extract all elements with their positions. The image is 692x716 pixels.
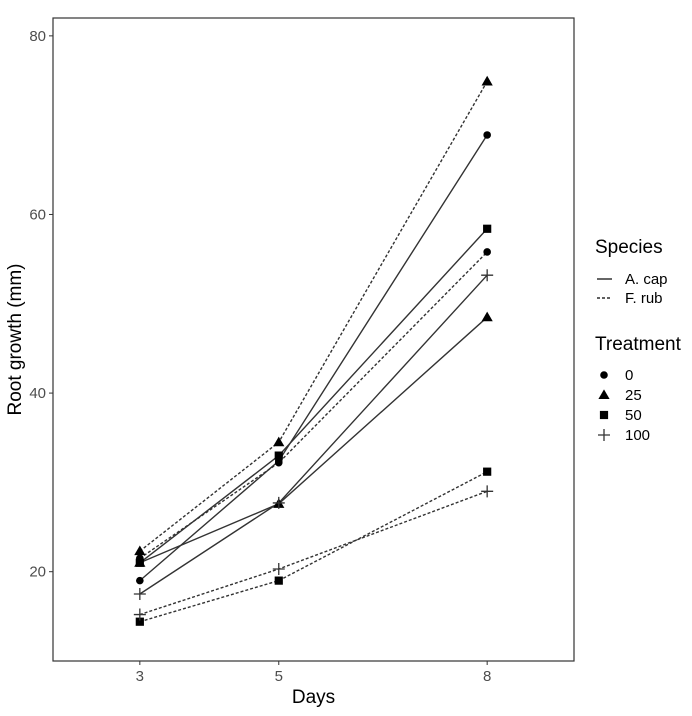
point-f-rub-50-day-8 — [483, 467, 492, 476]
x-tick-label-5: 5 — [275, 668, 283, 685]
point-a-cap-0-day-8 — [483, 131, 491, 139]
legend-item-100: 100 — [625, 427, 650, 444]
point-f-rub-100-day-5 — [272, 563, 285, 576]
point-a-cap-50-day-3 — [135, 558, 144, 567]
point-a-cap-50-day-8 — [483, 224, 492, 233]
series-line-f-rub-0 — [139, 251, 488, 559]
legend-item-f-rub: F. rub — [625, 290, 663, 307]
y-tick-label-40: 40 — [29, 385, 46, 402]
legend-key-plus-icon — [598, 429, 610, 441]
point-a-cap-25-day-8 — [481, 311, 493, 322]
x-tick-label-3: 3 — [136, 668, 144, 685]
point-f-rub-0-day-3 — [136, 554, 144, 563]
point-f-rub-25-day-3 — [134, 545, 146, 556]
legend-item-50: 50 — [625, 407, 642, 424]
plot-panel — [52, 17, 575, 662]
point-f-rub-0-day-8 — [483, 248, 491, 256]
point-a-cap-50-day-5 — [274, 451, 283, 460]
y-axis-title: Root growth (mm) — [5, 263, 26, 415]
y-tick-label-80: 80 — [29, 28, 46, 45]
point-f-rub-50-day-5 — [274, 576, 283, 585]
legend-species-title: Species — [595, 237, 663, 258]
x-tick-label-8: 8 — [483, 668, 491, 685]
y-tick-label-20: 20 — [29, 564, 46, 581]
legend-item-0: 0 — [625, 367, 633, 384]
point-f-rub-25-day-8 — [481, 75, 493, 86]
x-axis-title: Days — [292, 687, 335, 708]
legend: Species A. cap F. rub Treatment 0 25 50 … — [595, 237, 682, 444]
legend-treatment-title: Treatment — [595, 334, 682, 355]
point-a-cap-0-day-3 — [136, 576, 144, 585]
point-a-cap-100-day-8 — [481, 269, 494, 282]
legend-item-25: 25 — [625, 387, 642, 404]
legend-key-square-icon — [599, 410, 609, 420]
series-line-f-rub-50 — [139, 471, 488, 623]
y-tick-label-60: 60 — [29, 206, 46, 223]
point-f-rub-25-day-5 — [273, 436, 285, 447]
point-f-rub-100-day-3 — [133, 608, 146, 621]
legend-key-triangle-icon — [598, 389, 610, 400]
point-f-rub-50-day-3 — [135, 617, 144, 626]
point-a-cap-100-day-3 — [133, 588, 146, 601]
point-a-cap-100-day-5 — [272, 496, 285, 509]
legend-key-circle-icon — [600, 371, 608, 379]
point-f-rub-100-day-8 — [481, 485, 494, 498]
point-f-rub-0-day-5 — [274, 458, 283, 467]
legend-item-a-cap: A. cap — [625, 271, 668, 288]
